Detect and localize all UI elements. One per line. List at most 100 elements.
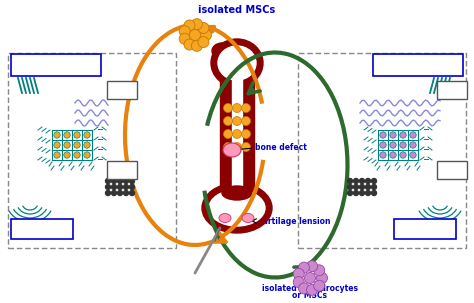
Ellipse shape — [219, 214, 231, 222]
Ellipse shape — [218, 46, 256, 80]
Circle shape — [241, 129, 250, 138]
Circle shape — [359, 178, 365, 184]
Circle shape — [66, 144, 68, 146]
Circle shape — [365, 185, 371, 189]
Circle shape — [347, 185, 353, 189]
Circle shape — [66, 154, 68, 156]
Circle shape — [380, 132, 386, 138]
Circle shape — [64, 142, 70, 148]
Circle shape — [74, 152, 80, 158]
Circle shape — [293, 268, 304, 279]
Circle shape — [299, 262, 310, 273]
Circle shape — [224, 142, 233, 152]
Circle shape — [224, 129, 233, 138]
Circle shape — [299, 283, 310, 294]
Circle shape — [86, 134, 88, 136]
Circle shape — [293, 277, 304, 288]
Circle shape — [354, 178, 358, 184]
Ellipse shape — [209, 190, 265, 226]
Circle shape — [179, 33, 190, 44]
Circle shape — [124, 178, 128, 184]
Text: Shock wave: Shock wave — [17, 225, 68, 234]
Ellipse shape — [242, 214, 254, 222]
Circle shape — [54, 152, 60, 158]
Circle shape — [233, 116, 241, 125]
Circle shape — [372, 191, 376, 195]
FancyBboxPatch shape — [437, 81, 467, 99]
Text: ES: ES — [446, 85, 458, 95]
Circle shape — [86, 154, 88, 156]
Circle shape — [198, 37, 209, 48]
Circle shape — [354, 191, 358, 195]
Bar — [242, 55, 254, 203]
Circle shape — [241, 104, 250, 112]
Circle shape — [224, 116, 233, 125]
Circle shape — [390, 142, 396, 148]
Text: US: US — [446, 165, 458, 175]
Circle shape — [359, 185, 365, 189]
Circle shape — [64, 132, 70, 138]
Ellipse shape — [211, 39, 263, 87]
Circle shape — [106, 178, 110, 184]
Circle shape — [84, 132, 90, 138]
Circle shape — [365, 191, 371, 195]
Circle shape — [198, 22, 209, 33]
Circle shape — [118, 185, 122, 189]
Circle shape — [191, 19, 202, 30]
Circle shape — [392, 154, 394, 156]
Circle shape — [314, 280, 325, 291]
Circle shape — [354, 185, 358, 189]
Circle shape — [382, 144, 384, 146]
Circle shape — [106, 191, 110, 195]
Circle shape — [380, 152, 386, 158]
Text: or MSCs: or MSCs — [292, 291, 328, 300]
Ellipse shape — [202, 183, 272, 233]
Circle shape — [359, 191, 365, 195]
FancyBboxPatch shape — [437, 161, 467, 179]
Circle shape — [129, 178, 135, 184]
Circle shape — [54, 142, 60, 148]
Circle shape — [372, 185, 376, 189]
Ellipse shape — [212, 43, 232, 59]
Circle shape — [402, 154, 404, 156]
FancyBboxPatch shape — [11, 219, 73, 239]
Circle shape — [124, 185, 128, 189]
Circle shape — [129, 185, 135, 189]
Circle shape — [74, 142, 80, 148]
Circle shape — [402, 134, 404, 136]
Circle shape — [54, 132, 60, 138]
Circle shape — [118, 178, 122, 184]
Circle shape — [111, 185, 117, 189]
Circle shape — [400, 132, 406, 138]
Circle shape — [201, 29, 211, 41]
Circle shape — [56, 144, 58, 146]
Circle shape — [307, 261, 318, 272]
Circle shape — [380, 142, 386, 148]
Circle shape — [56, 134, 58, 136]
Bar — [232, 55, 242, 203]
Circle shape — [64, 152, 70, 158]
Text: isolated MSCs: isolated MSCs — [199, 5, 275, 15]
Circle shape — [224, 104, 233, 112]
Circle shape — [390, 152, 396, 158]
Circle shape — [372, 178, 376, 184]
Circle shape — [365, 178, 371, 184]
Circle shape — [86, 144, 88, 146]
Text: bone defect: bone defect — [255, 144, 307, 152]
Circle shape — [233, 104, 241, 112]
Circle shape — [392, 134, 394, 136]
Circle shape — [84, 142, 90, 148]
Text: Mechanical stimulus: Mechanical stimulus — [374, 61, 462, 69]
Bar — [220, 55, 232, 203]
Circle shape — [129, 191, 135, 195]
Circle shape — [304, 272, 316, 284]
Circle shape — [412, 134, 414, 136]
Circle shape — [84, 152, 90, 158]
Circle shape — [410, 132, 416, 138]
Circle shape — [400, 142, 406, 148]
Circle shape — [179, 26, 190, 37]
Text: Mechanical stimulus: Mechanical stimulus — [12, 61, 100, 69]
Circle shape — [66, 134, 68, 136]
Circle shape — [76, 144, 78, 146]
FancyBboxPatch shape — [373, 54, 463, 76]
